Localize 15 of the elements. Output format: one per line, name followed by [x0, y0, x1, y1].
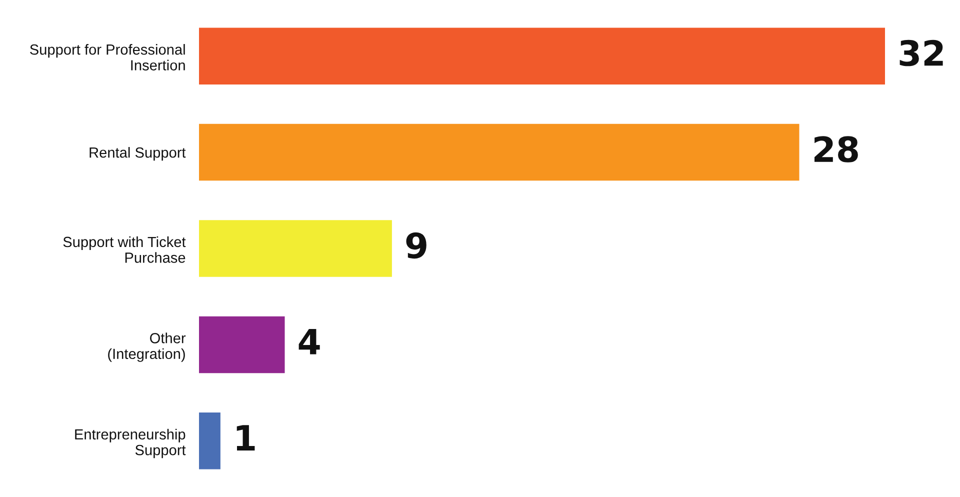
bar	[199, 412, 220, 470]
y-tick-label: Rental Support	[90, 147, 186, 161]
y-tick-label: Other (Integration)	[108, 332, 186, 362]
bar	[199, 316, 285, 374]
y-tick-label: Support for Professional Insertion	[30, 44, 185, 70]
y-tick-label: Support with Ticket Purchase	[63, 236, 186, 263]
bar	[199, 124, 800, 181]
bar	[199, 220, 392, 277]
data-label: 4	[298, 328, 320, 354]
data-label: 28	[814, 136, 858, 162]
y-tick-label: Entrepreneurship Support	[75, 428, 186, 458]
data-label: 32	[900, 40, 943, 66]
bar	[199, 28, 885, 84]
data-label: 1	[236, 425, 255, 450]
data-label: 9	[406, 232, 426, 259]
